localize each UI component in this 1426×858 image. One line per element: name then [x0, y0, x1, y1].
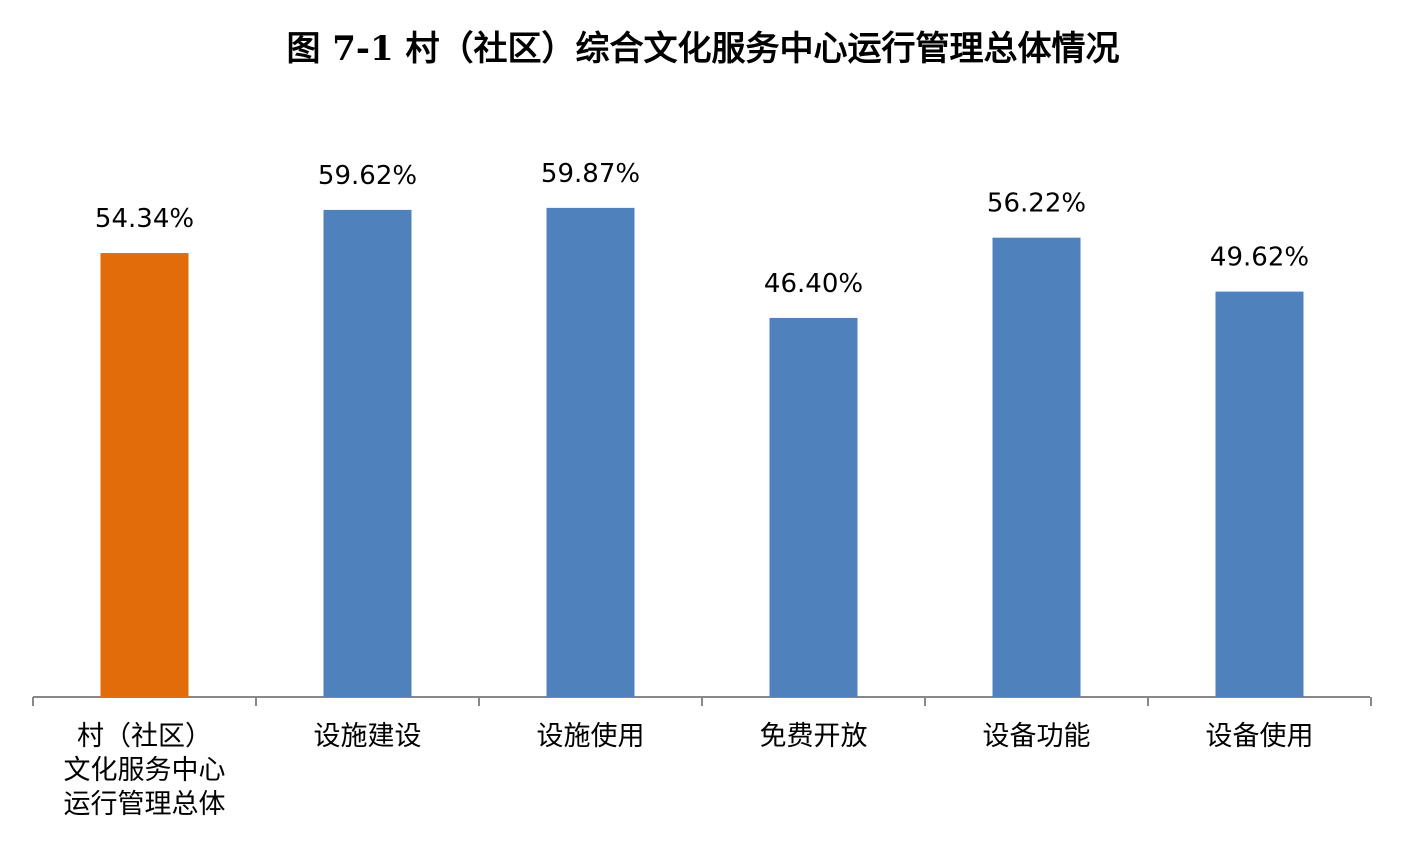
- bar: [323, 209, 412, 697]
- value-label: 54.34%: [95, 204, 194, 234]
- chart-title: 图 7-1 村（社区）综合文化服务中心运行管理总体情况: [286, 29, 1119, 69]
- x-tick-label: 设施使用: [536, 721, 645, 752]
- value-label: 56.22%: [987, 189, 1086, 219]
- bar: [1215, 291, 1304, 697]
- x-tick-label: 设备使用: [1205, 721, 1314, 752]
- x-tick-label: 设备功能: [982, 721, 1091, 752]
- x-tick-label: 免费开放: [759, 721, 868, 752]
- value-label: 46.40%: [764, 269, 863, 299]
- bar: [546, 207, 635, 697]
- x-tick-label: 村（社区） 文化服务中心 运行管理总体: [63, 721, 226, 820]
- value-label: 59.87%: [541, 159, 640, 189]
- x-tick-label: 设施建设: [313, 721, 422, 752]
- value-label: 49.62%: [1210, 243, 1309, 273]
- bar: [992, 237, 1081, 697]
- bar: [100, 253, 189, 697]
- value-label: 59.62%: [318, 161, 417, 191]
- bar: [769, 317, 858, 697]
